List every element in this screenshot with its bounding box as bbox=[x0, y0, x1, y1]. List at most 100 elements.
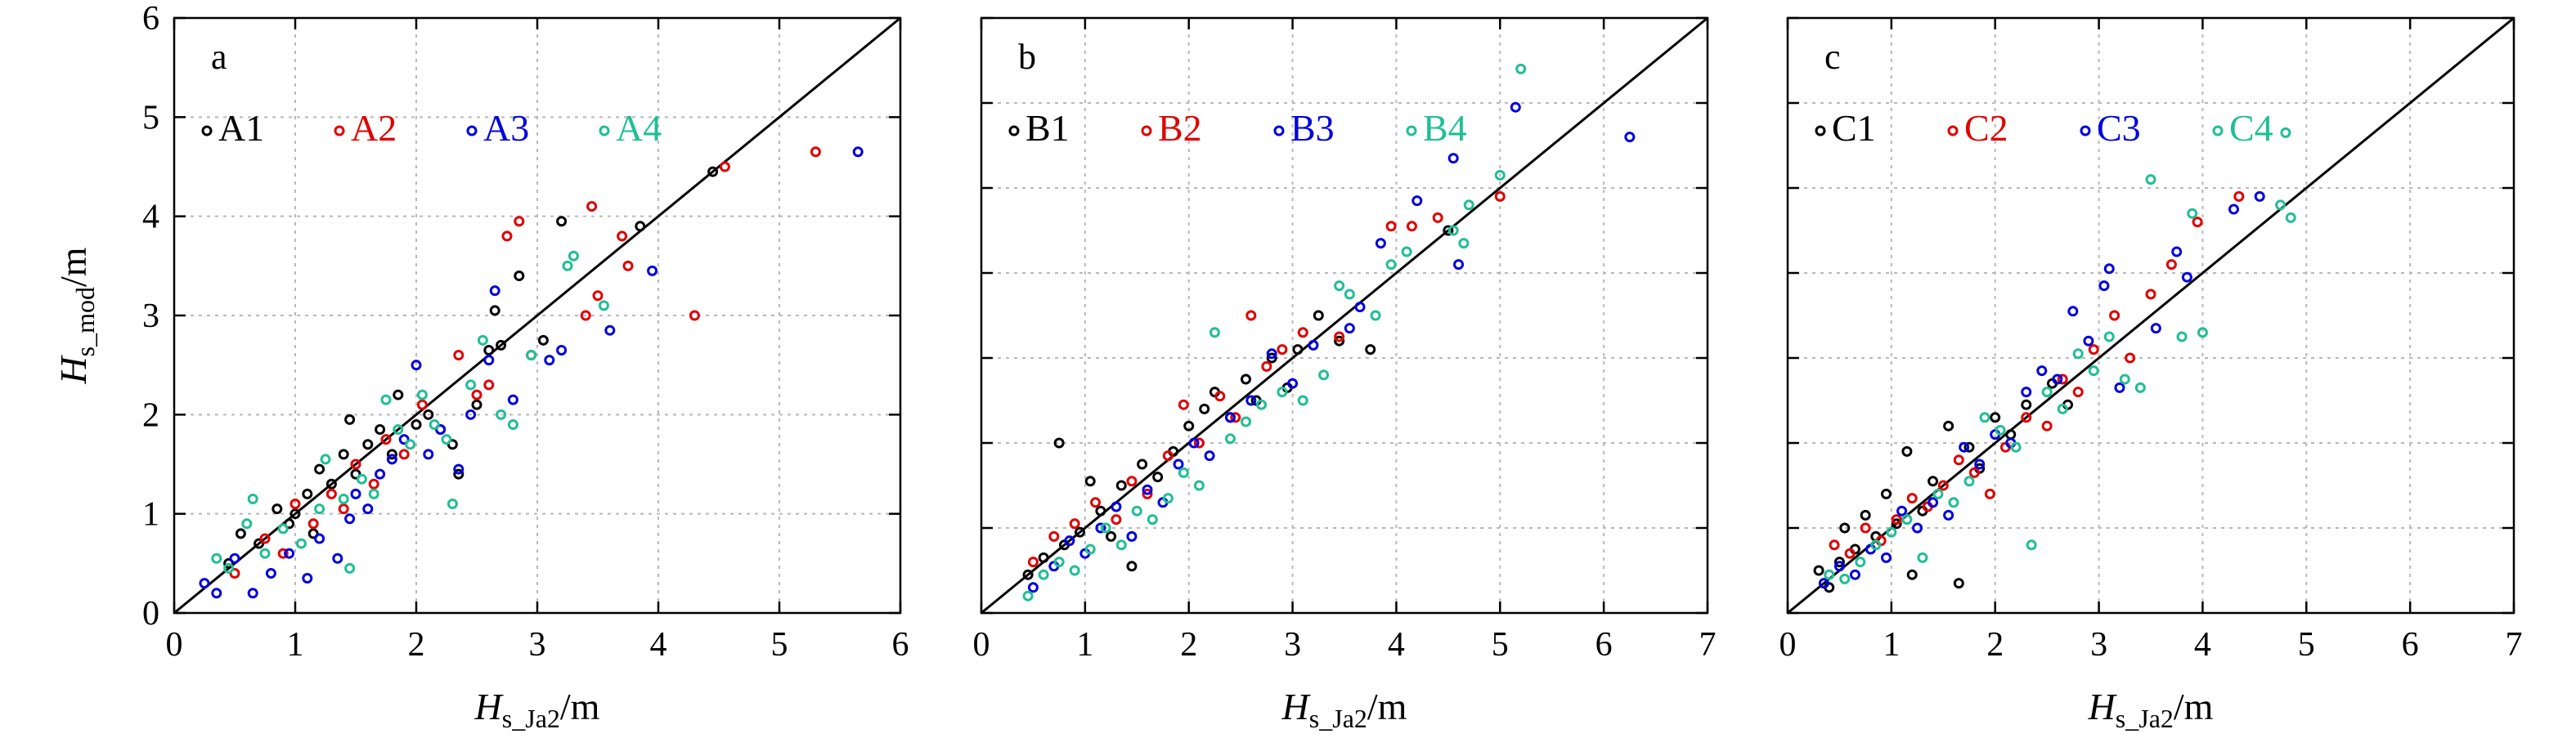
point-b1 bbox=[1199, 403, 1210, 414]
point-b4 bbox=[1494, 169, 1506, 181]
point-a4 bbox=[526, 350, 537, 361]
point-b4 bbox=[1115, 539, 1127, 551]
point-b1 bbox=[1115, 480, 1127, 491]
point-b3 bbox=[1411, 195, 1423, 207]
panel-letter: c bbox=[1824, 37, 1841, 77]
point-a1 bbox=[254, 538, 265, 549]
point-c3 bbox=[1833, 561, 1845, 572]
point-a4 bbox=[356, 473, 367, 485]
y-axis-label-main: H bbox=[52, 355, 94, 385]
point-a3 bbox=[314, 533, 325, 544]
point-a1 bbox=[556, 216, 568, 227]
legend-label-c4: C4 bbox=[2229, 107, 2273, 149]
point-a3 bbox=[211, 588, 222, 599]
point-b1 bbox=[1152, 472, 1164, 483]
point-c4 bbox=[2275, 199, 2287, 211]
point-c1 bbox=[2021, 399, 2032, 410]
point-c4 bbox=[2119, 374, 2130, 385]
point-a3 bbox=[852, 146, 864, 158]
x-tick-label: 6 bbox=[2402, 626, 2419, 664]
point-b3 bbox=[1027, 582, 1039, 593]
point-b2 bbox=[1162, 450, 1174, 462]
x-axis-label-main: H bbox=[2088, 686, 2118, 727]
point-a2 bbox=[580, 310, 591, 321]
point-b2 bbox=[1069, 518, 1080, 530]
point-c4 bbox=[2103, 331, 2115, 342]
legend-label-a2: A2 bbox=[351, 107, 397, 149]
point-b3 bbox=[1064, 535, 1075, 547]
point-c4 bbox=[1995, 424, 2006, 436]
x-axis-label-sub: s_Ja2 bbox=[1309, 704, 1367, 733]
point-a3 bbox=[332, 552, 343, 564]
point-c4 bbox=[1870, 539, 1882, 551]
plot-frame bbox=[1786, 16, 2515, 615]
point-a1 bbox=[338, 449, 349, 460]
point-c2 bbox=[2041, 420, 2053, 432]
y-axis-label: Hs_mod/m bbox=[52, 247, 100, 384]
point-a1 bbox=[496, 339, 507, 351]
point-b1 bbox=[1075, 526, 1086, 538]
panel-letter: a bbox=[211, 37, 227, 77]
point-c1 bbox=[1833, 557, 1845, 568]
plot-frame bbox=[980, 16, 1709, 615]
point-b3 bbox=[1344, 323, 1355, 334]
point-b3 bbox=[1266, 348, 1277, 360]
point-a1 bbox=[514, 270, 525, 281]
legend-label-b1: B1 bbox=[1025, 107, 1070, 149]
point-b1 bbox=[1022, 569, 1034, 580]
point-c2 bbox=[2109, 310, 2120, 321]
point-a3 bbox=[284, 548, 295, 559]
point-c3 bbox=[2098, 280, 2110, 292]
x-tick-label: 2 bbox=[408, 626, 425, 664]
legend-marker-c1 bbox=[1815, 125, 1826, 136]
point-a1 bbox=[307, 528, 319, 539]
point-b4 bbox=[1344, 289, 1355, 300]
legend-label-c3: C3 bbox=[2097, 107, 2141, 149]
x-tick-label: 7 bbox=[1699, 626, 1717, 664]
x-tick-label: 0 bbox=[166, 626, 183, 664]
point-c4 bbox=[2041, 387, 2053, 398]
point-b4 bbox=[1162, 493, 1174, 504]
point-b1 bbox=[1266, 352, 1277, 364]
point-c2 bbox=[1891, 514, 1902, 526]
point-a2 bbox=[689, 310, 700, 321]
point-a1 bbox=[302, 488, 313, 499]
point-b3 bbox=[1245, 395, 1257, 406]
point-a3 bbox=[229, 552, 240, 564]
x-tick-label: 4 bbox=[650, 626, 667, 664]
point-b1 bbox=[1038, 552, 1049, 563]
point-b3 bbox=[1188, 437, 1200, 449]
point-c3 bbox=[2052, 374, 2063, 385]
point-b2 bbox=[1334, 331, 1345, 342]
x-tick-label: 1 bbox=[287, 626, 304, 664]
legend-marker-a4 bbox=[599, 125, 610, 136]
point-a1 bbox=[325, 478, 337, 490]
point-b2 bbox=[1277, 344, 1288, 356]
point-b3 bbox=[1111, 501, 1122, 512]
x-tick-label: 4 bbox=[1388, 626, 1405, 664]
point-a4 bbox=[223, 562, 235, 574]
point-b2 bbox=[1027, 557, 1039, 568]
point-b2 bbox=[1214, 391, 1226, 402]
point-a4 bbox=[320, 454, 331, 465]
point-c1 bbox=[1906, 569, 1918, 580]
point-b3 bbox=[1453, 259, 1465, 271]
point-a3 bbox=[350, 488, 361, 499]
point-b4 bbox=[1224, 433, 1236, 445]
point-c3 bbox=[2036, 365, 2048, 377]
point-a1 bbox=[235, 528, 246, 539]
point-a2 bbox=[368, 478, 379, 490]
point-c3 bbox=[1881, 552, 1892, 563]
point-a4 bbox=[393, 424, 404, 436]
x-axis-label-sub: s_Ja2 bbox=[2116, 704, 2174, 733]
point-c4 bbox=[2057, 403, 2068, 414]
point-b3 bbox=[1204, 450, 1215, 462]
point-a2 bbox=[453, 350, 464, 361]
point-c3 bbox=[1974, 459, 1986, 470]
point-a4 bbox=[380, 394, 392, 405]
point-a2 bbox=[325, 488, 337, 499]
y-tick-label: 5 bbox=[142, 99, 159, 136]
point-c4 bbox=[1901, 514, 1913, 526]
point-c3 bbox=[2228, 204, 2239, 215]
point-b2 bbox=[1111, 514, 1122, 526]
